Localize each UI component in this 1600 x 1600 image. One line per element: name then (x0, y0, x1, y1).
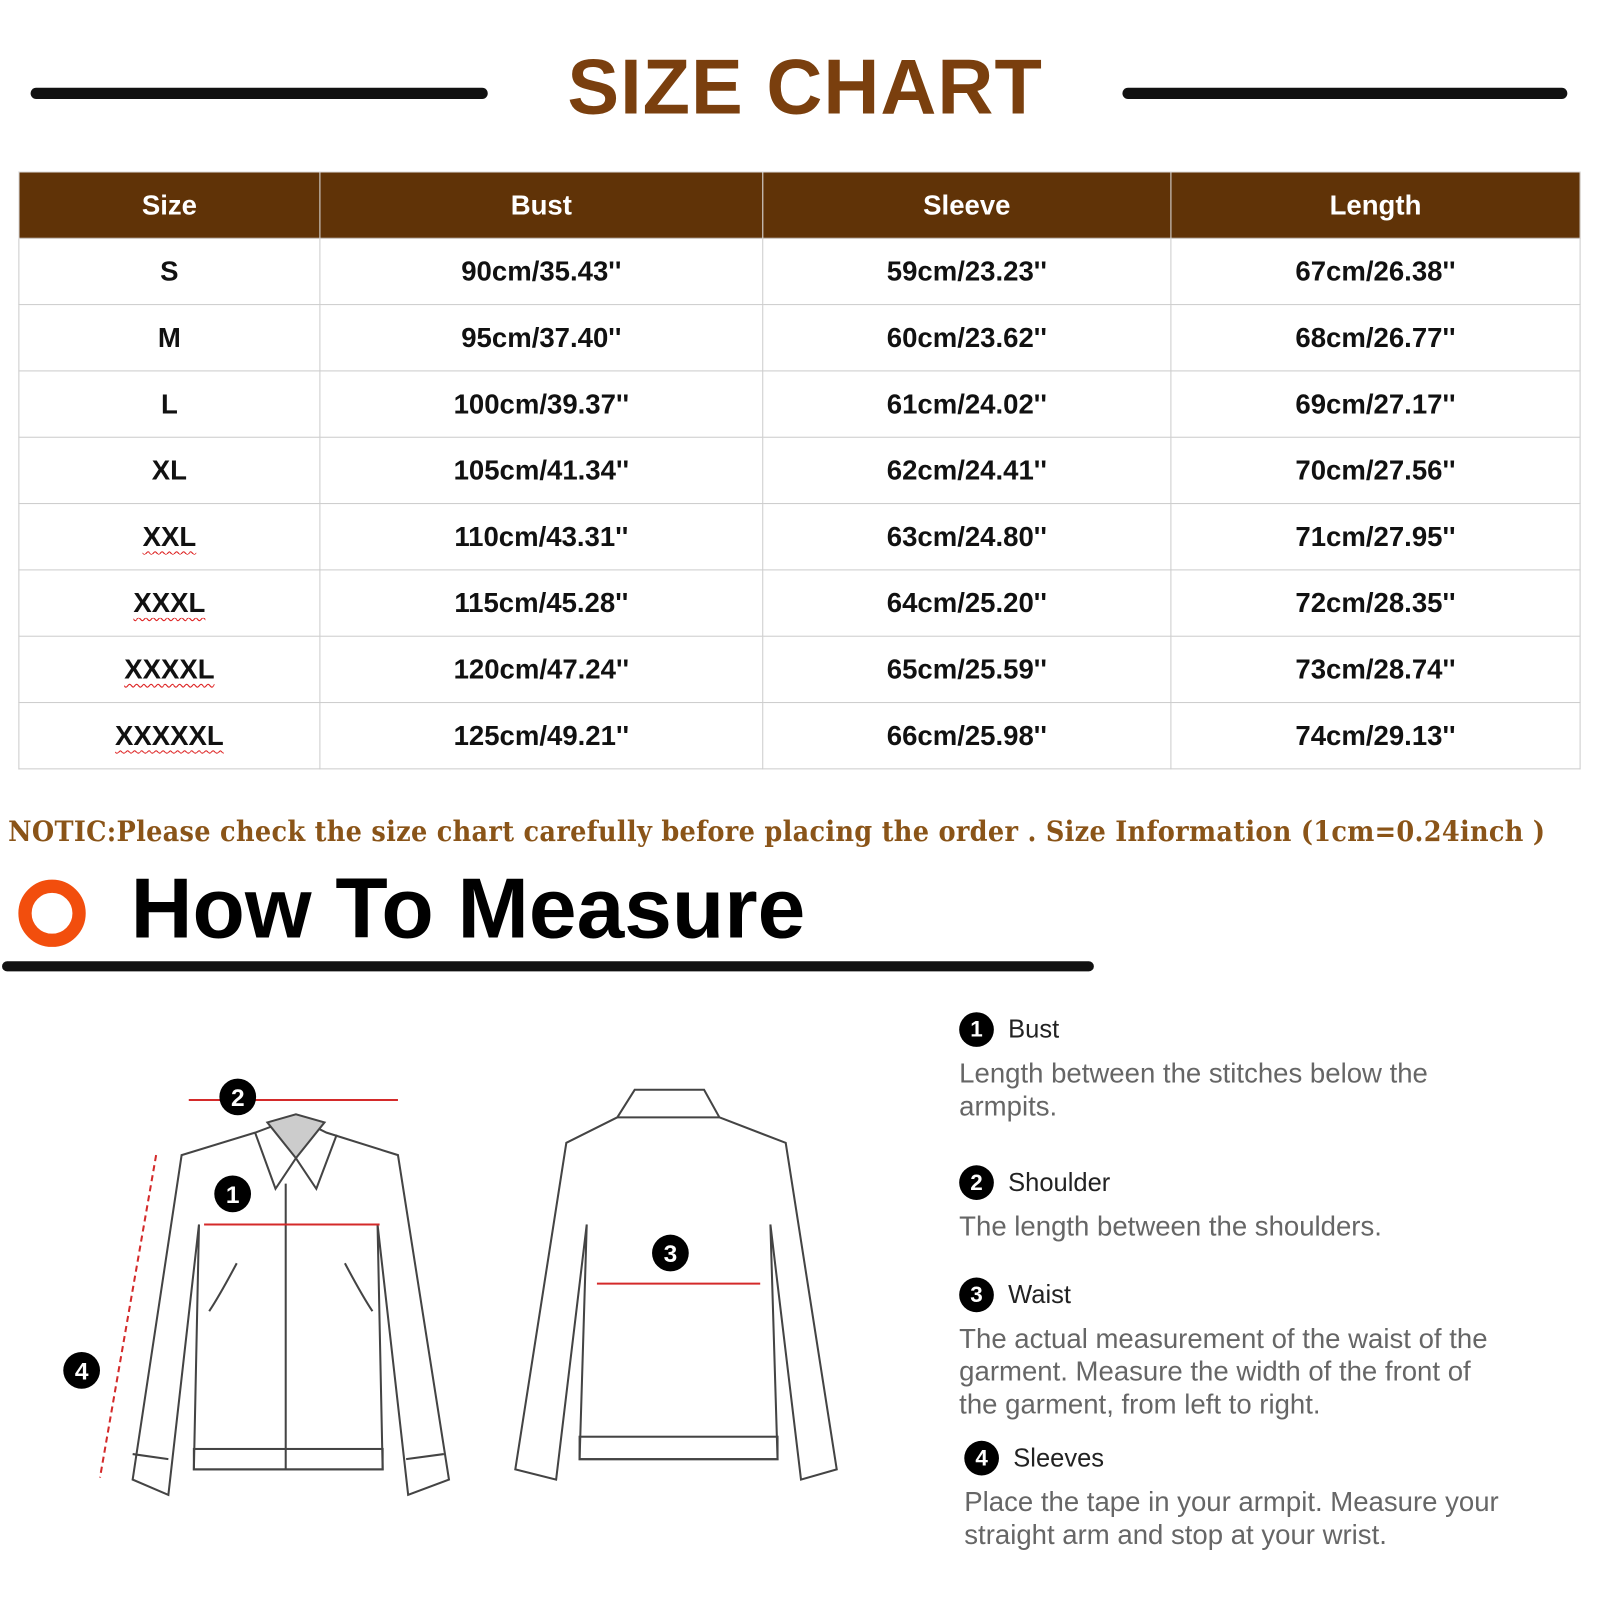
cell-size: XXXXXL (18, 702, 321, 770)
cell-bust: 120cm/47.24'' (319, 635, 764, 704)
table-header-row: Size Bust Sleeve Length (18, 171, 1581, 239)
divider-left (30, 87, 488, 99)
marker-2-label: 2 (231, 1085, 245, 1112)
step-number-icon: 4 (964, 1440, 999, 1476)
section-divider (2, 961, 1094, 972)
step-label: Shoulder (1008, 1167, 1111, 1197)
cell-length: 67cm/26.38'' (1170, 237, 1581, 306)
marker-4-label: 4 (75, 1359, 89, 1386)
marker-2-icon (219, 1078, 257, 1116)
measure-arrows (98, 1098, 761, 1478)
cell-size: M (18, 304, 321, 372)
table-row: XXXXXL 125cm/49.21'' 66cm/25.98'' 74cm/29.1… (18, 702, 1581, 770)
sleeve-arrow (98, 1154, 158, 1478)
table-row: L 100cm/39.37'' 61cm/24.02'' 69cm/27.17'' (18, 370, 1581, 438)
header-bust: Bust (319, 171, 764, 239)
cell-sleeve: 64cm/25.20'' (762, 569, 1172, 637)
cell-sleeve: 60cm/23.62'' (762, 304, 1172, 372)
cell-bust: 100cm/39.37'' (319, 370, 764, 438)
header-sleeve: Sleeve (762, 171, 1172, 239)
cell-size: S (18, 237, 321, 306)
divider-right (1122, 87, 1568, 99)
step-sleeves: 4 Sleeves Place the tape in your armpit. … (964, 1440, 1515, 1551)
size-table: Size Bust Sleeve Length S 90cm/35.43'' 59c… (18, 171, 1581, 770)
step-description: The actual measurement of the waist of t… (959, 1323, 1488, 1420)
step-description: Place the tape in your armpit. Measure y… (964, 1486, 1499, 1550)
marker-3-label: 3 (664, 1241, 678, 1268)
section-title: How To Measure (130, 860, 806, 957)
step-number-icon: 2 (959, 1165, 994, 1200)
cell-sleeve: 66cm/25.98'' (762, 702, 1172, 770)
header-length: Length (1170, 171, 1581, 239)
cell-length: 74cm/29.13'' (1170, 702, 1581, 770)
page-title: SIZE CHART (567, 43, 1043, 131)
step-waist: 3 Waist The actual measurement of the wai… (959, 1277, 1510, 1421)
cell-size: XXL (18, 503, 321, 571)
step-description: Length between the stitches below the ar… (959, 1058, 1428, 1122)
table-row: M 95cm/37.40'' 60cm/23.62'' 68cm/26.77'' (18, 304, 1581, 372)
step-description: The length between the shoulders. (959, 1211, 1382, 1242)
cell-sleeve: 65cm/25.59'' (762, 635, 1172, 704)
cell-size: XXXL (18, 569, 321, 637)
cell-sleeve: 59cm/23.23'' (762, 237, 1172, 306)
cell-size: L (18, 370, 321, 438)
notice-text: NOTIC:Please check the size chart carefu… (8, 816, 1546, 848)
marker-1-icon (214, 1175, 252, 1213)
ring-bullet-icon (18, 879, 86, 947)
step-number-icon: 1 (959, 1012, 994, 1047)
cell-length: 72cm/28.35'' (1170, 569, 1581, 637)
cell-size: XXXXL (18, 635, 321, 704)
cell-size: XL (18, 436, 321, 505)
cell-bust: 105cm/41.34'' (319, 436, 764, 505)
step-shoulder: 2 Shoulder The length between the shoulde… (959, 1165, 1510, 1243)
jacket-back-illustration (514, 1088, 838, 1481)
cell-sleeve: 62cm/24.41'' (762, 436, 1172, 505)
cell-bust: 125cm/49.21'' (319, 702, 764, 770)
jacket-front-illustration (131, 1113, 451, 1497)
step-bust: 1 Bust Length between the stitches below … (959, 1012, 1510, 1122)
cell-length: 68cm/26.77'' (1170, 304, 1581, 372)
cell-bust: 110cm/43.31'' (319, 503, 764, 571)
cell-bust: 95cm/37.40'' (319, 304, 764, 372)
marker-1-label: 1 (226, 1182, 240, 1209)
step-label: Bust (1008, 1014, 1060, 1044)
cell-sleeve: 63cm/24.80'' (762, 503, 1172, 571)
step-label: Waist (1008, 1280, 1071, 1309)
table-row: XXL 110cm/43.31'' 63cm/24.80'' 71cm/27.95'' (18, 503, 1581, 571)
cell-length: 71cm/27.95'' (1170, 503, 1581, 571)
cell-length: 73cm/28.74'' (1170, 635, 1581, 704)
step-label: Sleeves (1013, 1443, 1105, 1472)
table-row: XXXL 115cm/45.28'' 64cm/25.20'' 72cm/28.35'… (18, 569, 1581, 637)
step-number-icon: 3 (959, 1277, 994, 1313)
cell-sleeve: 61cm/24.02'' (762, 370, 1172, 438)
jacket-diagram: 2 1 3 4 (63, 1078, 838, 1497)
table-row: XXXXL 120cm/47.24'' 65cm/25.59'' 73cm/28.74… (18, 635, 1581, 704)
cell-length: 70cm/27.56'' (1170, 436, 1581, 505)
cell-bust: 115cm/45.28'' (319, 569, 764, 637)
table-row: XL 105cm/41.34'' 62cm/24.41'' 70cm/27.56'' (18, 436, 1581, 505)
marker-3-icon (652, 1234, 689, 1272)
table-row: S 90cm/35.43'' 59cm/23.23'' 67cm/26.38'' (18, 237, 1581, 306)
marker-4-icon (63, 1352, 100, 1389)
header-size: Size (18, 171, 321, 239)
cell-length: 69cm/27.17'' (1170, 370, 1581, 438)
cell-bust: 90cm/35.43'' (319, 237, 764, 306)
